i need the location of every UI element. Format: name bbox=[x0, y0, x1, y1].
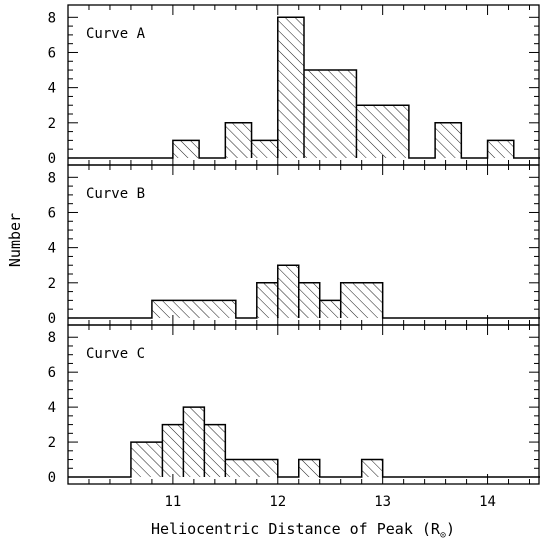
histogram-bar bbox=[251, 140, 278, 158]
histogram-bar bbox=[319, 300, 341, 318]
y-tick-label: 8 bbox=[48, 330, 56, 346]
histogram-bar bbox=[151, 300, 236, 318]
histogram-bar bbox=[304, 70, 357, 158]
histogram-outline bbox=[68, 16, 540, 159]
y-tick-label: 2 bbox=[48, 435, 56, 451]
histogram-bar bbox=[298, 282, 320, 318]
x-axis-label-subscript: ⊙ bbox=[440, 530, 446, 539]
histogram-bar bbox=[172, 140, 200, 158]
y-tick-label: 8 bbox=[48, 170, 56, 186]
histogram-bar bbox=[130, 442, 163, 478]
histogram-outline bbox=[68, 406, 540, 478]
panel-3: 0 2 4 6 8 Curve C bbox=[48, 324, 540, 486]
panel-frame bbox=[67, 324, 540, 485]
histogram-bar bbox=[435, 122, 462, 158]
y-axis-label: Number bbox=[6, 213, 24, 267]
x-tick-label: 11 bbox=[164, 494, 181, 510]
histogram-bar bbox=[204, 424, 226, 478]
panel-1: 0 2 4 6 8 Curve A bbox=[48, 4, 540, 167]
histogram-bar bbox=[256, 282, 278, 318]
histogram-bar bbox=[487, 140, 514, 158]
x-axis-label-main: Heliocentric Distance of Peak (R bbox=[151, 520, 441, 538]
histogram-bar bbox=[225, 122, 252, 158]
histogram-bar bbox=[225, 459, 278, 478]
histogram-bar bbox=[277, 265, 299, 318]
y-tick-label: 0 bbox=[48, 151, 56, 167]
panel-label: Curve B bbox=[86, 186, 145, 202]
histogram-bar bbox=[340, 282, 383, 318]
x-axis-label-close: ) bbox=[446, 520, 455, 538]
y-tick-label: 6 bbox=[48, 45, 56, 61]
y-tick-label: 4 bbox=[48, 400, 56, 416]
y-tick-label: 4 bbox=[48, 81, 56, 97]
histogram-bar bbox=[298, 459, 320, 478]
panel-label: Curve C bbox=[86, 346, 145, 362]
y-tick-label: 8 bbox=[48, 10, 56, 26]
x-axis-label: Heliocentric Distance of Peak (R⊙) bbox=[151, 520, 455, 539]
histogram-bar bbox=[361, 459, 383, 478]
x-tick-label: 13 bbox=[374, 494, 391, 510]
y-tick-label: 4 bbox=[48, 241, 56, 257]
histogram-bar bbox=[277, 17, 304, 158]
y-tick-label: 6 bbox=[48, 365, 56, 381]
y-tick-label: 0 bbox=[48, 470, 56, 486]
y-tick-label: 2 bbox=[48, 116, 56, 132]
y-tick-label: 2 bbox=[48, 276, 56, 292]
x-tick-label: 12 bbox=[269, 494, 286, 510]
histogram-bar bbox=[162, 424, 184, 478]
panels-layer: 0 2 4 6 8 Curve A 0 2 4 6 8 Curve B 0 2 4 6 8 Curve C 11 12… bbox=[48, 4, 540, 510]
panel-2: 0 2 4 6 8 Curve B bbox=[48, 164, 540, 327]
y-tick-label: 0 bbox=[48, 311, 56, 327]
histogram-bar bbox=[183, 407, 205, 478]
histogram-bar bbox=[356, 105, 409, 158]
panel-label: Curve A bbox=[86, 26, 146, 42]
histogram-outline bbox=[68, 264, 540, 319]
y-tick-label: 6 bbox=[48, 205, 56, 221]
x-tick-label: 14 bbox=[479, 494, 496, 510]
